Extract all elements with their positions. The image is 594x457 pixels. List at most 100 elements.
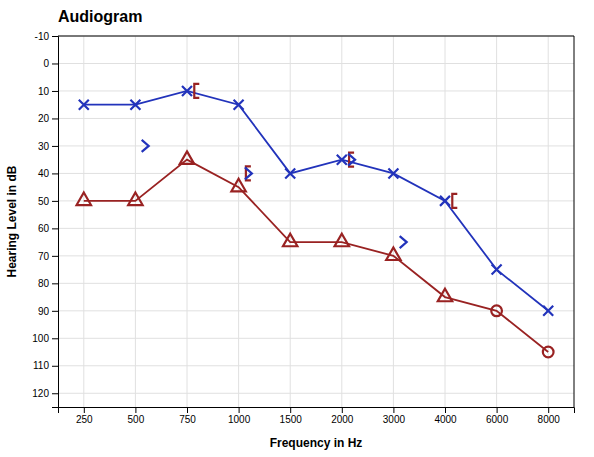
marker-x xyxy=(492,265,502,275)
y-tick-label: 0 xyxy=(43,58,49,69)
y-tick: 60 xyxy=(38,223,58,234)
title: Audiogram xyxy=(58,8,142,25)
x-tick-mark xyxy=(187,407,188,413)
x-tick: 500 xyxy=(128,407,145,425)
marker-chevron xyxy=(142,140,149,152)
y-tick: 0 xyxy=(43,58,58,69)
x-tick-label: 250 xyxy=(76,414,93,425)
series-line xyxy=(84,160,548,352)
y-tick: 40 xyxy=(38,168,58,179)
x-axis-title: Frequency in Hz xyxy=(270,436,363,450)
marker-x xyxy=(440,196,450,206)
y-tick-label: 50 xyxy=(38,196,50,207)
y-tick-mark xyxy=(52,393,58,394)
y-tick-label: 70 xyxy=(38,251,50,262)
y-tick-mark xyxy=(52,228,58,229)
y-tick: 20 xyxy=(38,113,58,124)
marker-x xyxy=(234,100,244,110)
series xyxy=(194,84,457,208)
marker-chevron xyxy=(400,236,407,248)
x-tick-label: 3000 xyxy=(383,414,406,425)
x-tick-label: 2000 xyxy=(331,414,354,425)
grid-line-x xyxy=(290,36,291,407)
x-tick-label: 8000 xyxy=(538,414,561,425)
series xyxy=(142,140,407,248)
y-tick-label: 20 xyxy=(38,113,50,124)
y-tick-mark xyxy=(52,201,58,202)
grid-line-x xyxy=(238,36,239,407)
marker-x xyxy=(182,86,192,96)
x-tick: 4000 xyxy=(434,407,457,425)
y-axis-line xyxy=(52,37,59,408)
x-tick-label: 500 xyxy=(128,414,145,425)
x-tick-mark xyxy=(342,407,343,413)
x-tick: 1500 xyxy=(280,407,303,425)
series xyxy=(491,305,553,357)
marker-triangle xyxy=(231,179,245,191)
x-tick-label: 6000 xyxy=(486,414,509,425)
x-tick-label: 1500 xyxy=(280,414,303,425)
y-tick-label: 60 xyxy=(38,223,50,234)
marker-triangle xyxy=(283,234,297,246)
y-axis: -100102030405060708090100110120 xyxy=(32,31,58,408)
x-axis-line xyxy=(59,408,575,414)
marker-x xyxy=(388,168,398,178)
y-tick: 100 xyxy=(32,333,58,344)
y-tick-label: 30 xyxy=(38,141,50,152)
frame-right xyxy=(574,36,575,407)
x-tick-mark xyxy=(445,407,446,413)
y-tick: 70 xyxy=(38,251,58,262)
y-tick-label: 40 xyxy=(38,168,50,179)
y-axis-title: Hearing Level in dB xyxy=(5,165,19,277)
y-tick-mark xyxy=(52,91,58,92)
grid-line-x xyxy=(83,36,84,407)
series xyxy=(79,86,553,316)
marker-triangle xyxy=(77,193,91,205)
y-tick-mark xyxy=(52,63,58,64)
y-tick-label: 90 xyxy=(38,306,50,317)
x-tick-mark xyxy=(84,407,85,413)
series xyxy=(77,151,453,301)
marker-bracket xyxy=(452,194,457,208)
y-tick-mark xyxy=(52,366,58,367)
marker-chevron xyxy=(245,167,252,179)
marker-bracket xyxy=(246,166,251,180)
y-tick-mark xyxy=(52,173,58,174)
grid xyxy=(58,36,574,407)
grid-line-x xyxy=(135,36,136,407)
marker-triangle xyxy=(180,151,194,163)
marker-chevron xyxy=(348,154,355,166)
x-tick: 250 xyxy=(76,407,93,425)
y-tick: 90 xyxy=(38,306,58,317)
marks xyxy=(77,84,554,357)
grid-line-x xyxy=(393,36,394,407)
y-tick: 80 xyxy=(38,278,58,289)
marker-x xyxy=(130,100,140,110)
y-tick-label: 120 xyxy=(32,388,49,399)
y-tick-label: 80 xyxy=(38,278,50,289)
y-tick-mark xyxy=(52,311,58,312)
marker-x xyxy=(79,100,89,110)
x-tick-mark xyxy=(290,407,291,413)
x-tick: 2000 xyxy=(331,407,354,425)
marker-circle xyxy=(491,305,502,316)
y-tick-mark xyxy=(52,256,58,257)
grid-line-x xyxy=(445,36,446,407)
x-tick-mark xyxy=(393,407,394,413)
x-tick: 1000 xyxy=(228,407,251,425)
x-tick-mark xyxy=(548,407,549,413)
x-tick-label: 1000 xyxy=(228,414,251,425)
x-tick-mark xyxy=(239,407,240,413)
y-tick-label: 110 xyxy=(33,360,49,371)
marker-bracket xyxy=(349,153,354,167)
marker-x xyxy=(285,168,295,178)
y-tick-label: -10 xyxy=(35,31,50,42)
y-tick-mark xyxy=(52,146,58,147)
plot: 2505007501000150020003000400060008000-10… xyxy=(32,31,574,425)
grid-line-x xyxy=(341,36,342,407)
y-tick-mark xyxy=(52,338,58,339)
x-tick: 6000 xyxy=(486,407,509,425)
x-tick-label: 750 xyxy=(179,414,196,425)
y-tick-mark xyxy=(52,118,58,119)
marker-x xyxy=(543,306,553,316)
